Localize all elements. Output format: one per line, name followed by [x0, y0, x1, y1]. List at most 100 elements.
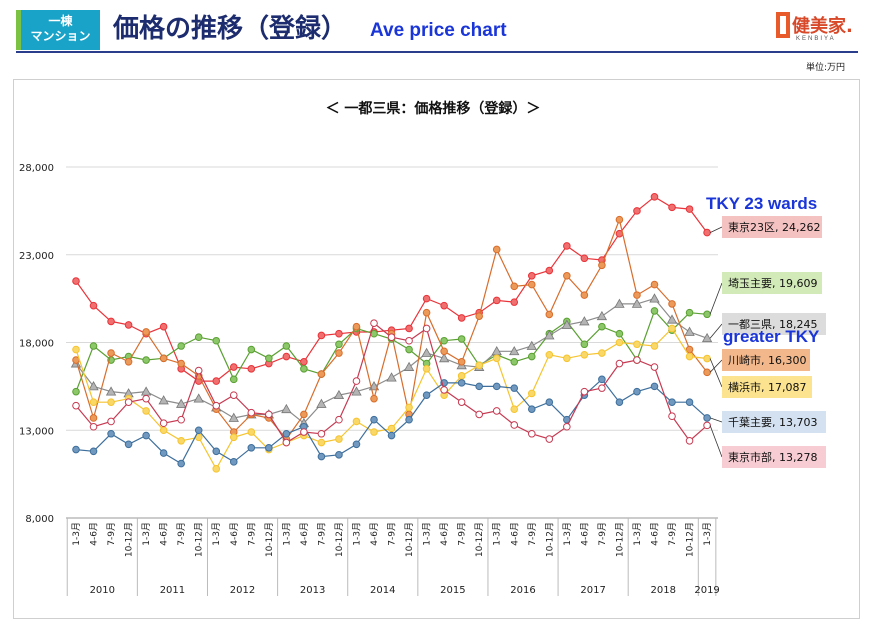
x-tick-label: 1-3月: [281, 522, 292, 546]
data-point: [105, 386, 117, 396]
data-point: [685, 398, 694, 406]
data-point: [229, 391, 238, 399]
data-point: [107, 317, 115, 326]
data-point: [247, 345, 256, 354]
data-point: [247, 365, 256, 373]
x-tick-label: 10-12月: [124, 522, 135, 557]
data-point: [510, 358, 519, 366]
data-point: [633, 207, 641, 215]
data-point: [492, 354, 501, 363]
data-point: [598, 375, 606, 384]
data-point: [124, 358, 133, 366]
data-point: [212, 377, 221, 385]
data-point: [633, 356, 641, 364]
data-point: [333, 389, 345, 400]
data-point: [89, 414, 98, 422]
data-point: [351, 386, 362, 396]
data-point: [527, 405, 536, 413]
data-point: [194, 426, 203, 435]
data-point: [703, 421, 711, 430]
x-tick-label: 1-3月: [562, 522, 573, 546]
data-point: [335, 451, 343, 459]
data-point: [668, 300, 676, 308]
data-point: [177, 359, 185, 368]
data-point: [545, 350, 554, 359]
data-point: [387, 431, 396, 440]
data-point: [614, 298, 625, 308]
x-tick-label: 4-6月: [299, 522, 310, 546]
data-point: [615, 398, 624, 406]
category-badge: 一棟 マンション: [16, 10, 100, 50]
data-point: [212, 401, 221, 410]
x-tick-label: 1-3月: [632, 522, 643, 546]
data-point: [140, 386, 152, 396]
data-point: [177, 459, 185, 468]
data-point: [422, 391, 431, 399]
x-tick-label: 7-9月: [316, 522, 327, 546]
data-point: [212, 447, 221, 456]
data-point: [631, 298, 643, 308]
chart-title: ＜ 一都三県：価格推移（登録）＞: [326, 100, 541, 117]
data-point: [317, 452, 326, 461]
data-point: [563, 354, 571, 363]
data-point: [527, 272, 536, 280]
data-point: [580, 340, 589, 349]
data-point: [422, 308, 431, 317]
data-point: [247, 408, 256, 417]
data-point: [598, 384, 606, 392]
series-callout-label: 千葉主要, 13,703: [728, 415, 817, 429]
series-callout-box: [722, 313, 826, 335]
data-point: [107, 398, 115, 406]
data-point: [387, 424, 396, 433]
data-point: [510, 405, 519, 413]
data-point: [265, 444, 273, 452]
x-tick-label: 1-3月: [141, 522, 152, 546]
data-point: [405, 324, 413, 333]
data-point: [89, 342, 98, 350]
data-point: [228, 412, 239, 422]
x-tick-label: 10-12月: [544, 522, 555, 557]
data-point: [666, 314, 678, 324]
data-point: [229, 458, 238, 466]
series-callout-box: [722, 216, 822, 238]
callout-leader: [709, 417, 723, 423]
logo-subtext: KENBIYA: [796, 36, 836, 42]
data-point: [421, 347, 432, 357]
data-point: [580, 254, 589, 263]
logo-mark-icon: [776, 12, 790, 38]
data-point: [72, 445, 80, 454]
year-label: 2012: [230, 585, 255, 596]
data-point: [124, 321, 133, 329]
data-point: [352, 440, 361, 449]
data-point: [579, 316, 590, 326]
data-point: [527, 352, 536, 361]
page-title: 価格の推移（登録）: [113, 14, 348, 44]
data-point: [89, 422, 98, 431]
data-point: [668, 203, 676, 212]
data-point: [300, 428, 308, 436]
data-point: [561, 319, 573, 329]
x-tick-label: 4-6月: [649, 522, 660, 546]
series-callout-label: 東京23区, 24,262: [728, 220, 820, 234]
x-tick-label: 10-12月: [404, 522, 415, 557]
data-point: [526, 340, 537, 350]
data-point: [650, 193, 659, 201]
chart-panel: [13, 79, 860, 619]
data-point: [510, 384, 519, 392]
data-point: [475, 410, 483, 419]
data-point: [159, 426, 168, 435]
data-point: [405, 415, 413, 424]
data-point: [142, 407, 150, 415]
x-tick-label: 10-12月: [334, 522, 345, 557]
data-point: [159, 322, 168, 331]
data-point: [370, 319, 378, 327]
callout-leader: [709, 425, 723, 458]
data-point: [685, 205, 694, 213]
series-callout-box: [722, 272, 822, 294]
data-point: [370, 428, 378, 436]
callout-leader: [709, 323, 723, 339]
data-point: [142, 431, 150, 440]
data-point: [615, 215, 624, 224]
data-point: [527, 280, 536, 289]
